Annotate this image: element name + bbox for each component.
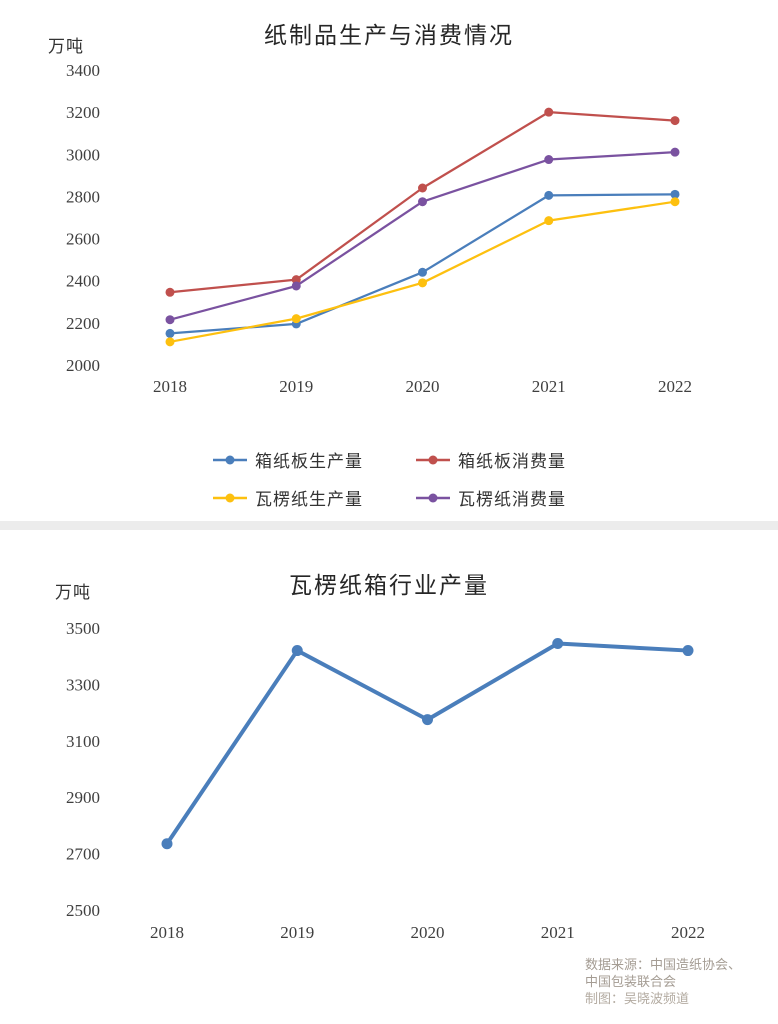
data-point-marker — [291, 281, 301, 291]
x-axis-tick-label: 2022 — [658, 377, 692, 396]
data-point-marker — [161, 838, 173, 850]
y-axis-tick-label: 2800 — [66, 187, 100, 206]
y-axis-tick-label: 2400 — [66, 272, 100, 291]
paper-products-chart-legend: 箱纸板生产量 箱纸板消费量 瓦楞纸生产量 — [0, 447, 778, 510]
y-axis-tick-label: 2600 — [66, 230, 100, 249]
data-point-marker — [291, 275, 301, 285]
paper-products-y-axis-unit-label: 万吨 — [48, 37, 84, 56]
data-point-marker — [165, 328, 175, 338]
data-point-marker — [291, 645, 303, 657]
data-point-marker — [544, 190, 554, 200]
x-axis-tick-label: 2018 — [153, 377, 187, 396]
data-point-marker — [670, 197, 680, 207]
data-point-marker — [544, 155, 554, 165]
paper-products-chart-canvas: 3400 3200 3000 2800 2600 2400 2200 2000 2018 2019… — [66, 61, 692, 396]
data-point-marker — [682, 645, 694, 657]
legend-row: 瓦楞纸生产量 瓦楞纸消费量 — [212, 485, 566, 510]
corrugated-box-y-axis-unit-label: 万吨 — [55, 583, 91, 602]
x-axis-tick-label: 2020 — [411, 923, 445, 942]
data-point-marker — [418, 278, 427, 288]
data-point-marker — [165, 315, 175, 325]
data-point-marker — [418, 267, 427, 277]
y-axis-tick-label: 2700 — [66, 845, 100, 864]
legend-label: 瓦楞纸消费量 — [458, 490, 566, 509]
x-axis-tick-label: 2019 — [279, 377, 313, 396]
corrugated-box-chart-title: 瓦楞纸箱行业产量 — [289, 573, 489, 598]
x-axis-tick-label: 2022 — [671, 923, 705, 942]
y-axis-tick-label: 3300 — [66, 675, 100, 694]
paper-products-chart-title: 纸制品生产与消费情况 — [264, 23, 514, 48]
y-axis-tick-label: 2500 — [66, 901, 100, 920]
data-point-marker — [165, 287, 175, 297]
legend-line-marker-icon — [416, 455, 450, 464]
legend-item-boxboard-consumption: 箱纸板消费量 — [415, 447, 566, 472]
legend-row: 箱纸板生产量 箱纸板消费量 — [212, 447, 566, 472]
legend-item-corrugated-paper-consumption: 瓦楞纸消费量 — [415, 485, 566, 510]
y-axis-tick-label: 3200 — [66, 103, 100, 122]
data-source-line: 中国包装联合会 — [585, 974, 677, 989]
corrugated-box-chart-canvas: 3500 3300 3100 2900 2700 2500 2018 2019 2020 2021… — [66, 619, 705, 942]
y-axis-tick-label: 3500 — [66, 619, 100, 638]
data-point-marker — [544, 107, 554, 117]
y-axis-tick-label: 3100 — [66, 732, 100, 751]
credit-line: 制图：吴晓波频道 — [585, 991, 690, 1006]
data-point-marker — [291, 314, 301, 324]
y-axis-tick-label: 3000 — [66, 145, 100, 164]
x-axis-tick-label: 2021 — [541, 923, 575, 942]
y-axis-tick-label: 3400 — [66, 61, 100, 80]
legend-line-marker-icon — [213, 455, 247, 464]
x-axis-tick-label: 2019 — [280, 923, 314, 942]
legend-label: 箱纸板消费量 — [458, 452, 566, 471]
legend-label: 瓦楞纸生产量 — [255, 490, 363, 509]
data-point-marker — [670, 116, 680, 126]
data-source-line: 数据来源：中国造纸协会、 — [585, 957, 742, 972]
data-point-marker — [418, 183, 427, 193]
data-point-marker — [670, 147, 680, 157]
x-axis-tick-label: 2018 — [150, 923, 184, 942]
legend-label: 箱纸板生产量 — [255, 452, 363, 471]
data-point-marker — [422, 714, 433, 726]
y-axis-tick-label: 2900 — [66, 788, 100, 807]
legend-item-corrugated-paper-production: 瓦楞纸生产量 — [212, 485, 363, 510]
data-point-marker — [544, 216, 554, 226]
legend-line-marker-icon — [416, 493, 450, 502]
data-point-marker — [418, 197, 427, 207]
x-axis-tick-label: 2020 — [406, 377, 440, 396]
series-line — [168, 193, 677, 335]
data-point-marker — [670, 189, 680, 199]
data-point-marker — [165, 337, 175, 347]
source-credit: 数据来源：中国造纸协会、 中国包装联合会 制图：吴晓波频道 — [585, 956, 765, 1007]
y-axis-tick-label: 2000 — [66, 356, 100, 375]
y-axis-tick-label: 2200 — [66, 314, 100, 333]
legend-line-marker-icon — [213, 493, 247, 502]
legend-item-boxboard-production: 箱纸板生产量 — [212, 447, 363, 472]
data-point-marker — [552, 638, 564, 650]
series-line — [165, 641, 690, 846]
section-divider — [0, 521, 778, 530]
x-axis-tick-label: 2021 — [532, 377, 566, 396]
series-line — [168, 151, 677, 321]
